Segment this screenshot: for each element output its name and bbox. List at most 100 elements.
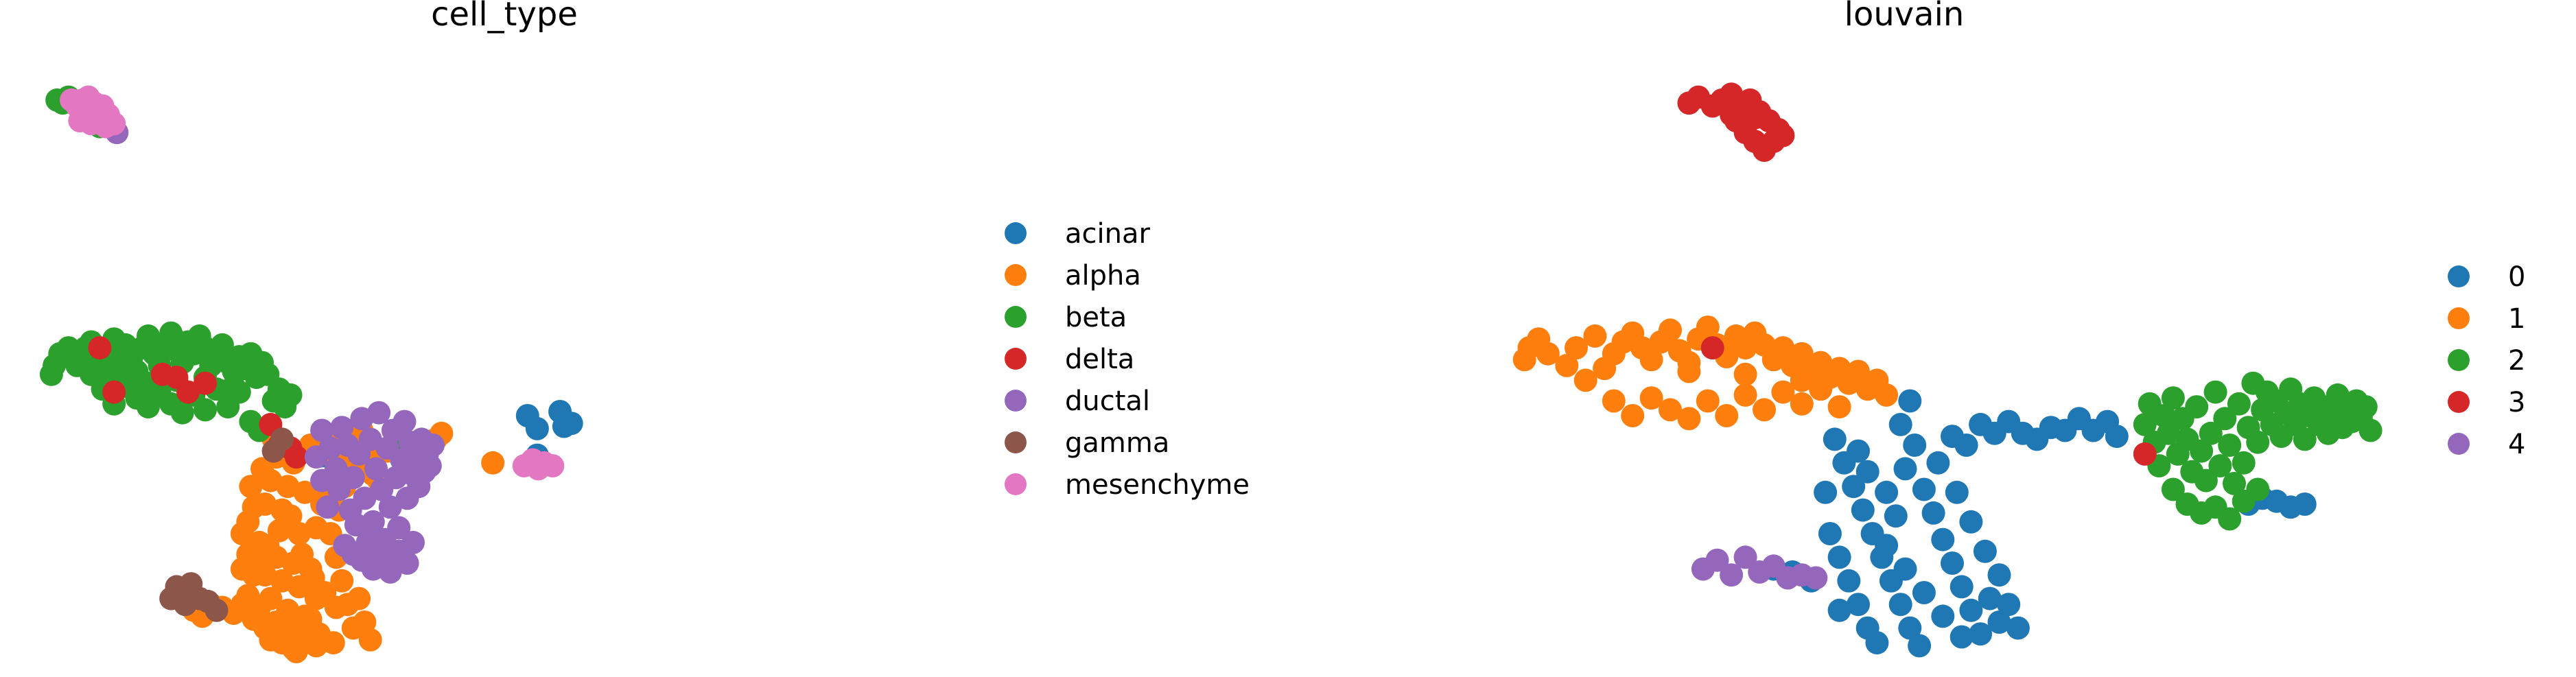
point-1 [1573,368,1597,392]
point-mesenchyme [93,115,117,139]
point-1 [1677,407,1701,431]
point-alpha [330,569,354,593]
point-0 [1875,534,1899,558]
point-2 [2208,454,2232,478]
legend-item-gamma: gamma [1005,427,1169,459]
point-1 [1715,404,1739,427]
louvain-title: louvain [1845,0,1965,34]
point-ductal [330,416,354,440]
point-1 [1847,359,1870,383]
point-0 [2105,425,2129,449]
legend-marker [1005,390,1027,412]
point-0 [1898,389,1922,413]
point-3 [1743,106,1767,130]
point-gamma [204,598,229,622]
point-1 [1565,336,1588,360]
point-1 [1639,348,1663,372]
point-1 [1875,383,1899,407]
point-0 [1893,457,1917,481]
point-beta [56,336,80,360]
point-1 [1733,383,1757,407]
point-alpha [250,457,274,481]
point-1 [1696,389,1720,413]
legend-marker [2448,391,2470,413]
point-ductal [421,433,445,457]
legend-marker [2448,349,2470,371]
point-ductal [364,457,388,481]
legend-label: mesenchyme [1065,469,1250,501]
point-2 [2185,395,2209,419]
point-beta [80,362,103,386]
point-2 [2218,433,2242,457]
point-mesenchyme [541,454,565,478]
point-0 [1941,551,1964,575]
point-delta [194,371,217,395]
point-alpha [293,480,317,504]
series-mesenchyme [60,85,565,481]
point-ductal [316,495,340,519]
point-alpha [353,610,377,634]
series-ductal [105,121,445,584]
point-beta [279,383,303,407]
point-2 [2232,451,2256,475]
point-2 [2152,404,2176,427]
point-alpha [290,543,314,567]
series-gamma [159,427,294,622]
point-2 [2161,477,2185,501]
cell-type-points [39,85,583,663]
point-1 [1583,324,1607,348]
point-2 [2358,418,2382,442]
point-beta [210,333,234,357]
legend-label: delta [1065,344,1134,375]
point-0 [1921,501,1945,525]
point-1 [1602,389,1626,413]
louvain-legend: 0 1 2 3 4 [2448,261,2525,460]
point-ductal [367,401,391,425]
point-1 [1771,336,1795,360]
point-gamma [270,427,294,451]
point-0 [1827,545,1851,569]
point-acinar [559,412,583,436]
legend-label: 4 [2508,429,2525,460]
point-0 [1908,634,1932,658]
legend-item-3: 3 [2448,387,2525,418]
point-1 [1733,362,1757,386]
point-0 [1959,598,1983,622]
point-ductal [384,466,408,490]
point-0 [1884,504,1908,528]
legend-item-beta: beta [1005,302,1127,333]
point-1 [1536,342,1560,366]
point-0 [1987,610,2011,634]
point-alpha [247,551,271,575]
point-3 [2133,442,2157,466]
point-0 [1997,593,2021,617]
legend-item-0: 0 [2448,261,2525,293]
point-0 [1903,433,1927,457]
point-0 [1851,498,1875,522]
louvain-points [1512,82,2382,658]
point-1 [1753,398,1776,422]
legend-item-acinar: acinar [1005,218,1150,250]
point-0 [1912,581,1936,604]
point-alpha [481,451,505,475]
point-0 [1855,460,1880,484]
point-0 [1898,616,1922,640]
point-2 [2199,421,2223,445]
louvain-panel: louvain 0 1 2 3 4 [1512,0,2525,658]
point-0 [1954,433,1978,457]
point-1 [1790,368,1814,392]
point-0 [1973,539,1997,563]
point-ductal [341,466,365,490]
cell-type-title: cell_type [431,0,578,34]
point-2 [2194,468,2218,492]
point-0 [1888,412,1912,436]
point-ductal [393,409,417,433]
point-2 [2157,421,2181,445]
point-0 [2293,492,2317,516]
point-2 [2133,412,2157,436]
point-alpha [324,595,348,619]
point-beta [194,398,217,422]
point-beta [222,375,246,398]
point-4 [1705,548,1729,572]
point-2 [2227,392,2251,416]
